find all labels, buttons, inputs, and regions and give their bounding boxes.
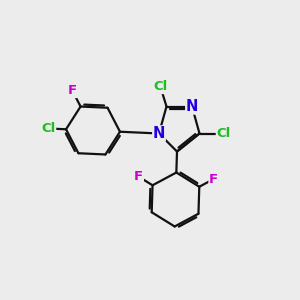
Text: Cl: Cl bbox=[216, 127, 231, 140]
Text: N: N bbox=[186, 99, 198, 114]
Text: Cl: Cl bbox=[153, 80, 168, 94]
Text: N: N bbox=[153, 126, 165, 141]
Text: F: F bbox=[68, 84, 77, 98]
Text: Cl: Cl bbox=[41, 122, 56, 135]
Text: F: F bbox=[134, 170, 143, 183]
Text: F: F bbox=[209, 172, 218, 186]
